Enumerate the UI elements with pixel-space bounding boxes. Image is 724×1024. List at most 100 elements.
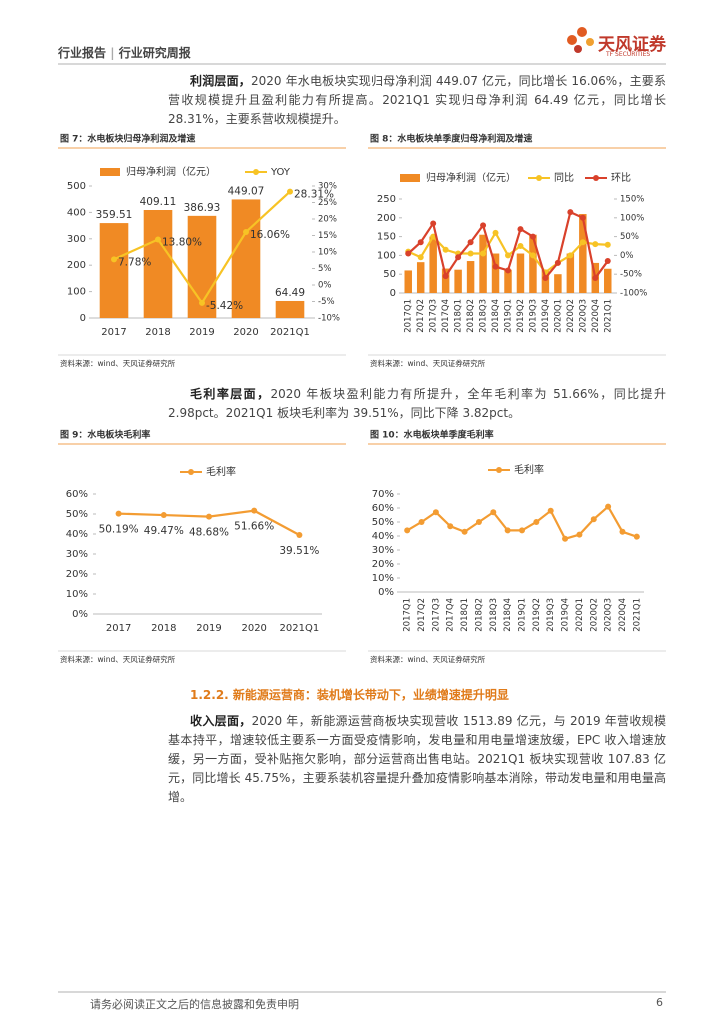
x-tick-label: 2020 [233, 327, 258, 338]
x-tick-label: 2019Q4 [561, 598, 571, 632]
bar [454, 269, 462, 293]
x-tick-label: 2017Q3 [431, 598, 441, 632]
y-tick-label: 10% [372, 573, 394, 584]
line [406, 504, 638, 541]
point [467, 250, 474, 257]
legend-marker [536, 175, 542, 181]
x-tick-label: 2018 [151, 623, 176, 634]
bar [579, 214, 587, 293]
bar [143, 209, 173, 318]
legend-marker [253, 169, 259, 175]
figure-caption: 图 7：水电板块归母净利润及增速 [60, 133, 195, 145]
point [287, 188, 293, 195]
point [619, 528, 626, 535]
logo-en: TF SECURITIES [606, 51, 651, 58]
point [251, 507, 258, 514]
header-left: 行业报告 | 行业研究周报 [58, 44, 191, 61]
y-tick-label: 60% [66, 489, 88, 500]
x-tick-label: 2017Q1 [403, 598, 413, 632]
y2-tick-label: 20% [318, 215, 337, 225]
x-tick-label: 2019Q1 [504, 299, 514, 333]
y2-tick-label: -5% [318, 297, 335, 307]
y-tick-label: 70% [372, 489, 394, 500]
data-label: -5.42% [206, 300, 243, 312]
point [604, 258, 611, 265]
point [505, 267, 511, 274]
y-tick-label: 400 [67, 207, 86, 218]
y2-tick-label: 30% [318, 182, 337, 192]
point [529, 233, 536, 240]
point [480, 222, 487, 229]
point [461, 528, 468, 535]
paragraph: 收入层面，2020 年，新能源运营商板块实现营收 1513.89 亿元，与 20… [168, 712, 666, 807]
point [567, 252, 574, 259]
header-report: 行业报告 [58, 46, 107, 60]
point [467, 239, 474, 246]
data-label: 359.51 [96, 209, 133, 221]
point [554, 259, 561, 266]
y2-tick-label: -10% [318, 314, 340, 324]
point [442, 273, 449, 280]
logo-cn: 天风证券 [598, 35, 666, 55]
point [111, 256, 117, 263]
x-tick-label: 2019Q4 [541, 299, 551, 333]
x-tick-label: 2018Q4 [491, 299, 501, 333]
bar [404, 270, 412, 293]
x-tick-label: 2020Q1 [553, 299, 563, 333]
point [199, 299, 205, 306]
point [533, 519, 540, 525]
point [475, 519, 482, 525]
y-tick-label: 0 [80, 313, 86, 324]
y-tick-label: 200 [377, 213, 396, 224]
bar [466, 261, 475, 293]
x-tick-label: 2019 [189, 327, 214, 338]
point [579, 214, 586, 221]
legend-label: 环比 [611, 172, 631, 184]
point [417, 254, 424, 261]
bar [604, 268, 612, 293]
legend-label: 毛利率 [514, 463, 544, 476]
point [567, 209, 574, 216]
bar [491, 253, 500, 293]
figure-source: 资料来源：wind、天风证券研究所 [60, 654, 176, 664]
y2-tick-label: 0% [318, 281, 332, 291]
x-tick-label: 2020Q4 [591, 299, 601, 333]
paragraph-lead: 收入层面， [190, 714, 252, 728]
bar [504, 269, 512, 293]
x-tick-label: 2019 [196, 623, 221, 634]
y2-tick-label: -100% [620, 289, 647, 299]
bar [231, 199, 261, 318]
x-tick-label: 2021Q1 [603, 299, 613, 333]
point [604, 241, 611, 248]
legend-label: 同比 [554, 172, 574, 184]
point [405, 250, 412, 257]
y2-tick-label: 10% [318, 248, 337, 258]
x-tick-label: 2017Q2 [416, 299, 426, 333]
legend-swatch [100, 168, 120, 176]
header-weekly: 行业研究周报 [118, 46, 191, 60]
bar [529, 234, 537, 293]
x-tick-label: 2018Q2 [466, 299, 476, 333]
y-tick-label: 40% [372, 531, 394, 542]
point [206, 513, 212, 520]
point [519, 527, 525, 534]
y-tick-label: 250 [377, 194, 396, 205]
x-tick-label: 2020Q2 [589, 598, 599, 632]
data-label: 49.47% [144, 525, 184, 537]
paragraph-text: 2020 年板块盈利能力有所提升，全年毛利率为 51.66%，同比提升 2.98… [168, 387, 666, 420]
x-tick-label: 2020Q1 [575, 598, 585, 632]
y2-tick-label: 50% [620, 232, 639, 242]
point [576, 531, 583, 538]
x-tick-label: 2017Q4 [441, 299, 451, 333]
logo-icon [567, 27, 594, 53]
legend-marker [188, 469, 194, 475]
y-tick-label: 0 [390, 288, 396, 299]
paragraph-lead: 毛利率层面， [190, 387, 271, 401]
legend-marker [593, 175, 599, 181]
data-label: 13.80% [162, 236, 202, 248]
data-label: 51.66% [234, 521, 274, 533]
bar [429, 236, 437, 293]
point [447, 523, 454, 530]
legend-swatch [400, 174, 420, 182]
